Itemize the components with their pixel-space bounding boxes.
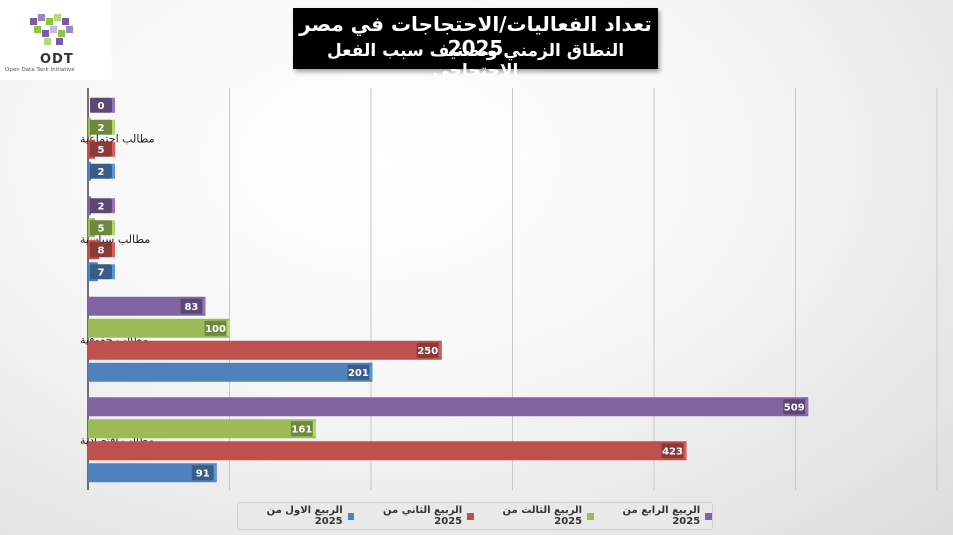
data-label-box	[347, 364, 370, 380]
bar	[88, 463, 217, 483]
data-label: 423	[662, 446, 683, 457]
bar	[88, 318, 230, 338]
data-label-box	[90, 264, 112, 280]
title-box: تعداد الفعاليات/الاحتجاجات في مصر 2025 ا…	[293, 8, 658, 81]
data-label-box	[191, 465, 214, 481]
data-label-box	[90, 163, 112, 179]
data-label-box	[90, 119, 112, 135]
data-label: 8	[98, 245, 105, 256]
data-label-edge	[202, 298, 206, 314]
data-label-box	[290, 421, 313, 437]
data-label: 2	[98, 167, 105, 178]
data-label: 91	[196, 468, 210, 479]
data-label-box	[783, 399, 806, 415]
data-label-box	[180, 298, 203, 314]
bar	[88, 161, 91, 181]
data-label-edge	[112, 242, 115, 258]
data-label-edge	[683, 443, 687, 459]
data-label: 2	[98, 201, 105, 212]
chart-legend: الربيع الاول من 2025 الربيع الثاني من 202…	[237, 502, 713, 530]
chart-subtitle: النطاق الزمني وتصنيف سبب الفعل الاحتجاجي	[326, 41, 625, 81]
data-label-edge	[112, 264, 115, 280]
data-label-edge	[112, 119, 115, 135]
data-label: 100	[205, 324, 226, 335]
data-label: 250	[417, 346, 438, 357]
legend-label: الربيع الثاني من 2025	[383, 505, 463, 527]
data-label: 201	[348, 368, 369, 379]
data-label-edge	[112, 198, 115, 214]
data-label: 509	[784, 402, 805, 413]
data-label-edge	[312, 421, 316, 437]
data-label-edge	[112, 97, 115, 113]
legend-swatch	[587, 512, 594, 520]
bar	[88, 117, 91, 137]
data-label-box	[204, 320, 227, 336]
chart-title: تعداد الفعاليات/الاحتجاجات في مصر 2025	[299, 12, 652, 60]
legend-label: الربيع الثالث من 2025	[502, 505, 583, 527]
legend-swatch	[705, 512, 712, 520]
data-label-box	[90, 97, 112, 113]
logo-tagline: Open Data Tank Initiative	[5, 67, 75, 73]
data-label-box	[90, 198, 112, 214]
data-label-box	[90, 141, 112, 157]
legend-label: الربيع الرابع من 2025	[622, 505, 701, 527]
bar	[88, 419, 316, 439]
legend-label: الربيع الاول من 2025	[266, 505, 343, 527]
legend-swatch	[467, 512, 474, 520]
legend-item: الربيع الثالث من 2025	[474, 505, 594, 527]
logo-name: ODT	[40, 52, 74, 67]
data-label-edge	[226, 320, 230, 336]
data-label-edge	[112, 141, 115, 157]
data-label-edge	[112, 220, 115, 236]
legend-item: الربيع الرابع من 2025	[594, 505, 712, 527]
data-label-box	[416, 342, 439, 358]
data-label: 7	[98, 267, 105, 278]
data-label: 2	[98, 123, 105, 134]
bar	[88, 397, 809, 417]
legend-swatch	[347, 512, 355, 520]
data-label-edge	[805, 399, 809, 415]
data-label: 5	[98, 145, 105, 156]
odt-logo: ODT Open Data Tank Initiative	[0, 0, 111, 80]
bar	[88, 296, 206, 316]
bar	[88, 196, 91, 216]
bar	[88, 362, 373, 382]
data-label: 0	[98, 101, 105, 112]
legend-item: الربيع الثاني من 2025	[354, 505, 474, 527]
data-label-edge	[213, 465, 217, 481]
data-label-edge	[112, 163, 115, 179]
bar	[88, 441, 687, 461]
bar	[88, 340, 442, 360]
data-label: 161	[291, 424, 312, 435]
data-label-box	[90, 242, 112, 258]
data-label: 5	[98, 223, 105, 234]
data-label-box	[90, 220, 112, 236]
data-label-box	[661, 443, 684, 459]
data-label-edge	[438, 342, 442, 358]
legend-item: الربيع الاول من 2025	[238, 505, 355, 527]
odt-logo-mark	[30, 14, 73, 45]
data-label: 83	[184, 302, 198, 313]
data-label-edge	[369, 364, 373, 380]
